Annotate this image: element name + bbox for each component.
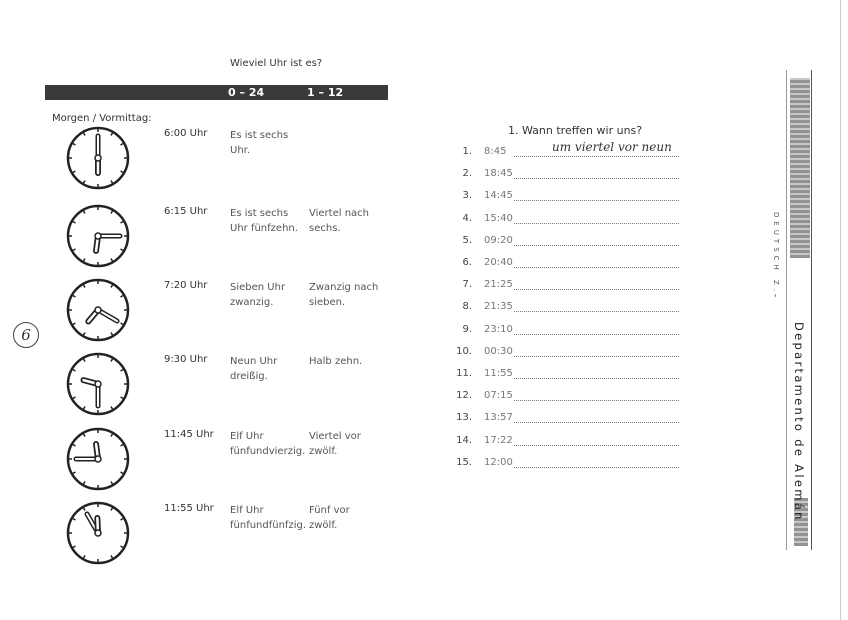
institution-logo	[790, 78, 810, 258]
exercise-title: 1. Wann treffen wir uns?	[508, 124, 643, 137]
clock-icon	[66, 501, 130, 565]
answer-text: um viertel vor neun	[552, 140, 672, 154]
divider	[811, 70, 812, 550]
margin-note: 6	[13, 322, 39, 348]
item-number: 11.	[456, 368, 472, 379]
time-24h-text: Sieben Uhr zwanzig.	[230, 282, 286, 308]
page-title: Wieviel Uhr ist es?	[230, 58, 323, 69]
item-number: 6.	[462, 257, 472, 268]
clock-icon	[66, 126, 130, 190]
item-time: 14:45	[484, 190, 513, 202]
item-time: 07:15	[484, 390, 513, 402]
answer-field[interactable]	[514, 435, 679, 446]
item-number: 3.	[462, 190, 472, 202]
course-label: DEUTSCH Z.	[772, 212, 780, 296]
clock-icon	[66, 204, 130, 268]
course-dash: -	[770, 294, 780, 298]
header-bar: 0 – 24 1 – 12	[45, 85, 388, 100]
answer-field[interactable]	[514, 346, 679, 357]
time-24h-text: Es ist sechs Uhr fünfzehn.	[230, 208, 298, 234]
item-time: 23:10	[484, 323, 513, 335]
answer-field[interactable]	[514, 168, 679, 180]
item-time: 13:57	[484, 412, 513, 424]
item-number: 12.	[456, 390, 472, 402]
time-label: 9:30 Uhr	[164, 354, 208, 365]
department-name: Departamento de Alemán	[792, 322, 806, 522]
answer-field[interactable]	[514, 412, 679, 424]
answer-field[interactable]	[514, 146, 679, 157]
time-12h-text: Halb zehn.	[309, 356, 363, 367]
clock-icon	[66, 352, 130, 416]
answer-field[interactable]	[514, 235, 679, 246]
divider	[840, 0, 841, 620]
time-label: 6:15 Uhr	[164, 206, 208, 217]
item-number: 9.	[462, 323, 472, 335]
item-time: 12:00	[484, 456, 513, 468]
answer-field[interactable]	[514, 324, 679, 335]
item-time: 00:30	[484, 345, 513, 357]
item-time: 8:45	[484, 146, 507, 157]
answer-field[interactable]	[514, 390, 679, 402]
answer-field[interactable]	[514, 457, 679, 468]
time-label: 11:45 Uhr	[164, 429, 214, 440]
time-24h-text: Es ist sechs Uhr.	[230, 130, 289, 156]
item-number: 1.	[462, 146, 472, 157]
time-24h-text: Neun Uhr dreißig.	[230, 356, 278, 382]
time-label: 11:55 Uhr	[164, 503, 214, 514]
header-col-24: 0 – 24	[228, 86, 265, 99]
time-12h-text: Viertel vor zwölf.	[309, 431, 361, 457]
clock-icon	[66, 427, 130, 491]
item-number: 4.	[462, 212, 472, 224]
item-time: 21:25	[484, 279, 513, 291]
item-time: 11:55	[484, 368, 513, 379]
item-number: 5.	[462, 234, 472, 246]
item-number: 7.	[462, 279, 472, 291]
time-label: 6:00 Uhr	[164, 128, 208, 139]
answer-field[interactable]	[514, 257, 679, 268]
time-12h-text: Viertel nach sechs.	[309, 208, 369, 234]
answer-field[interactable]	[514, 213, 679, 224]
item-time: 09:20	[484, 234, 513, 246]
time-label: 7:20 Uhr	[164, 280, 208, 291]
divider	[786, 70, 787, 550]
header-col-12: 1 – 12	[307, 86, 344, 99]
answer-field[interactable]	[514, 190, 679, 202]
item-time: 21:35	[484, 301, 513, 313]
time-12h-text: Zwanzig nach sieben.	[309, 282, 379, 308]
item-number: 14.	[456, 434, 472, 446]
item-number: 10.	[456, 345, 472, 357]
item-number: 2.	[462, 168, 472, 180]
clock-icon	[66, 278, 130, 342]
item-number: 13.	[456, 412, 472, 424]
item-number: 15.	[456, 456, 472, 468]
item-time: 18:45	[484, 168, 513, 180]
item-time: 15:40	[484, 212, 513, 224]
item-time: 20:40	[484, 257, 513, 268]
time-24h-text: Elf Uhr fünfundvierzig.	[230, 431, 306, 457]
time-24h-text: Elf Uhr fünfundfünfzig.	[230, 505, 307, 531]
answer-field[interactable]	[514, 368, 679, 379]
item-time: 17:22	[484, 434, 513, 446]
section-label: Morgen / Vormittag:	[52, 113, 152, 124]
answer-field[interactable]	[514, 279, 679, 291]
answer-field[interactable]	[514, 301, 679, 313]
time-12h-text: Fünf vor zwölf.	[309, 505, 350, 531]
item-number: 8.	[462, 301, 472, 313]
department-logo	[794, 498, 808, 546]
